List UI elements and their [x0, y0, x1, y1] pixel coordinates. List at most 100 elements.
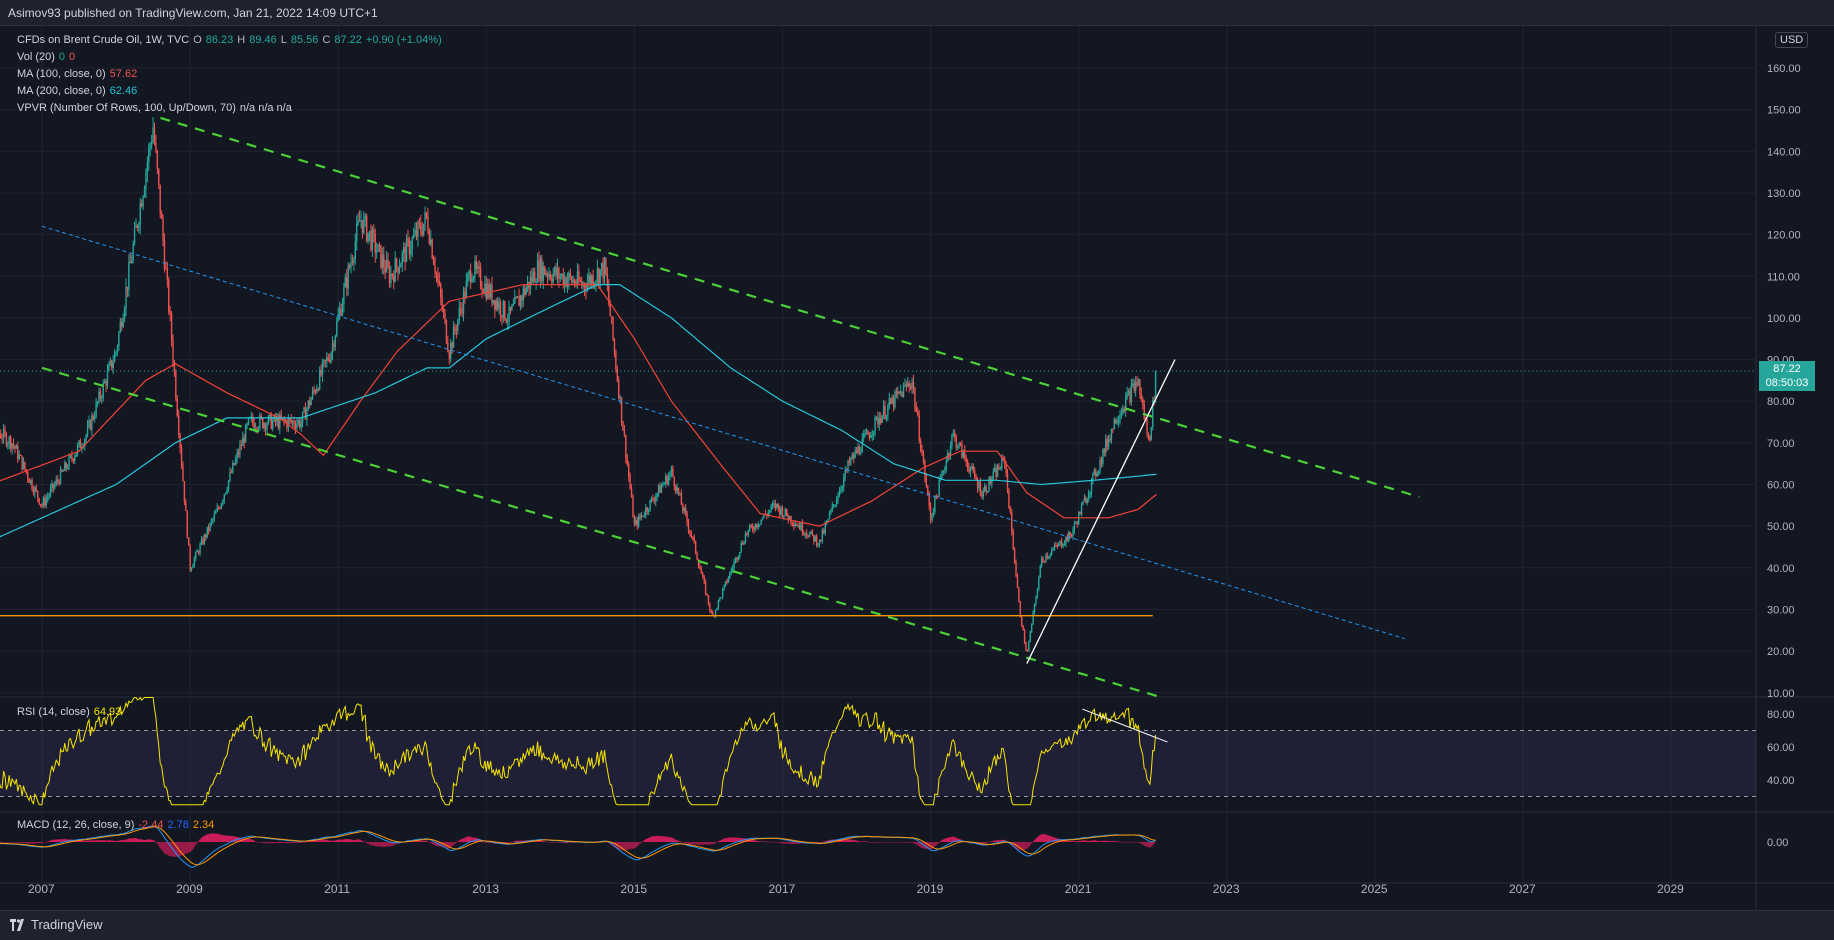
chart-canvas[interactable]: 160.00150.00140.00130.00120.00110.00100.…: [0, 26, 1834, 910]
candle-body: [1121, 413, 1122, 415]
candle-body: [387, 260, 388, 267]
candle-body: [1034, 604, 1035, 612]
candle-body: [476, 261, 477, 268]
candle-body: [71, 455, 72, 458]
macd-histogram-bar: [139, 839, 141, 842]
macd-histogram-bar: [1119, 842, 1121, 843]
candle-body: [238, 452, 239, 454]
macd-histogram-bar: [347, 839, 349, 842]
ma200-legend[interactable]: MA (200, close, 0)62.46: [17, 85, 141, 97]
candle-body: [1012, 532, 1013, 550]
macd-histogram-bar: [423, 841, 425, 842]
macd-histogram-bar: [256, 842, 258, 843]
macd-histogram-bar: [138, 839, 140, 842]
trend-drawings: [0, 118, 1756, 697]
macd-histogram-bar: [349, 839, 351, 842]
candle-body: [678, 488, 679, 494]
candle-body: [1052, 549, 1053, 551]
macd-histogram-bar: [317, 841, 319, 842]
candle-body: [647, 508, 648, 512]
candle-body: [792, 523, 793, 524]
candle-body: [658, 485, 659, 493]
candle-body: [873, 431, 874, 435]
macd-histogram-bar: [167, 842, 169, 855]
candle-body: [528, 282, 529, 289]
candle-body: [226, 490, 227, 493]
macd-histogram-bar: [935, 842, 937, 845]
candle-body: [393, 276, 394, 282]
macd-histogram-bar: [229, 836, 231, 842]
candle-body: [1069, 532, 1070, 535]
candle-body: [450, 343, 451, 359]
macd-histogram-bar: [856, 841, 858, 842]
candle-body: [565, 277, 566, 286]
candle-body: [516, 297, 517, 298]
candle-body: [271, 415, 272, 429]
candle-body: [820, 540, 821, 541]
candle-body: [726, 581, 727, 582]
macd-histogram-bar: [16, 842, 18, 843]
candle-body: [571, 277, 572, 283]
candle-body: [601, 263, 602, 269]
rsi-legend[interactable]: RSI (14, close)64.93: [17, 706, 125, 718]
candle-body: [37, 491, 38, 498]
macd-histogram-bar: [564, 842, 566, 843]
macd-histogram-bar: [273, 842, 275, 843]
candle-body: [330, 353, 331, 362]
candle-body: [699, 566, 700, 569]
candle-body: [742, 543, 743, 544]
candle-body: [655, 497, 656, 502]
macd-histogram-bar: [299, 842, 301, 843]
candle-body: [644, 515, 645, 516]
candle-body: [205, 535, 206, 537]
candle-body: [779, 508, 780, 515]
macd-histogram-bar: [691, 842, 693, 844]
candle-body: [185, 502, 186, 511]
macd-histogram-bar: [296, 842, 298, 843]
ma100-legend[interactable]: MA (100, close, 0)57.62: [17, 68, 141, 80]
candle-body: [375, 234, 376, 253]
currency-badge[interactable]: USD: [1775, 32, 1808, 48]
candle-body: [694, 537, 695, 541]
candle-body: [212, 519, 213, 521]
macd-histogram-bar: [846, 839, 848, 842]
macd-histogram-bar: [115, 841, 117, 842]
candle-body: [551, 279, 552, 282]
candle-body: [64, 463, 65, 471]
macd-histogram-bar: [776, 842, 778, 843]
candle-body: [944, 469, 945, 471]
candle-body: [245, 425, 246, 442]
macd-histogram-bar: [379, 842, 381, 846]
macd-histogram-bar: [511, 842, 513, 843]
candle-body: [735, 558, 736, 562]
macd-histogram-bar: [1048, 836, 1050, 842]
macd-histogram-bar: [98, 840, 100, 842]
candle-body: [1136, 382, 1137, 385]
candle-body: [122, 319, 123, 328]
vpvr-legend[interactable]: VPVR (Number Of Rows, 100, Up/Down, 70)n…: [17, 102, 296, 114]
macd-histogram-bar: [696, 842, 698, 845]
candle-body: [856, 450, 857, 453]
tradingview-logo[interactable]: TradingView: [10, 917, 103, 932]
price-tick-label: 70.00: [1767, 438, 1795, 450]
candle-body: [1091, 480, 1092, 493]
macd-histogram-bar: [1108, 841, 1110, 842]
macd-histogram-bar: [275, 842, 277, 843]
macd-histogram-bar: [164, 842, 166, 854]
candle-body: [379, 244, 380, 245]
candle-body: [844, 469, 845, 477]
candle-body: [760, 520, 761, 525]
candle-body: [132, 244, 133, 260]
macd-histogram-bar: [487, 842, 489, 843]
candle-body: [983, 491, 984, 496]
macd-histogram-bar: [1101, 841, 1103, 842]
candle-body: [473, 277, 474, 279]
macd-histogram-bar: [457, 842, 459, 843]
candle-body: [1018, 588, 1019, 602]
macd-histogram-bar: [513, 842, 515, 843]
candle-body: [520, 296, 521, 306]
candle-body: [916, 406, 917, 412]
